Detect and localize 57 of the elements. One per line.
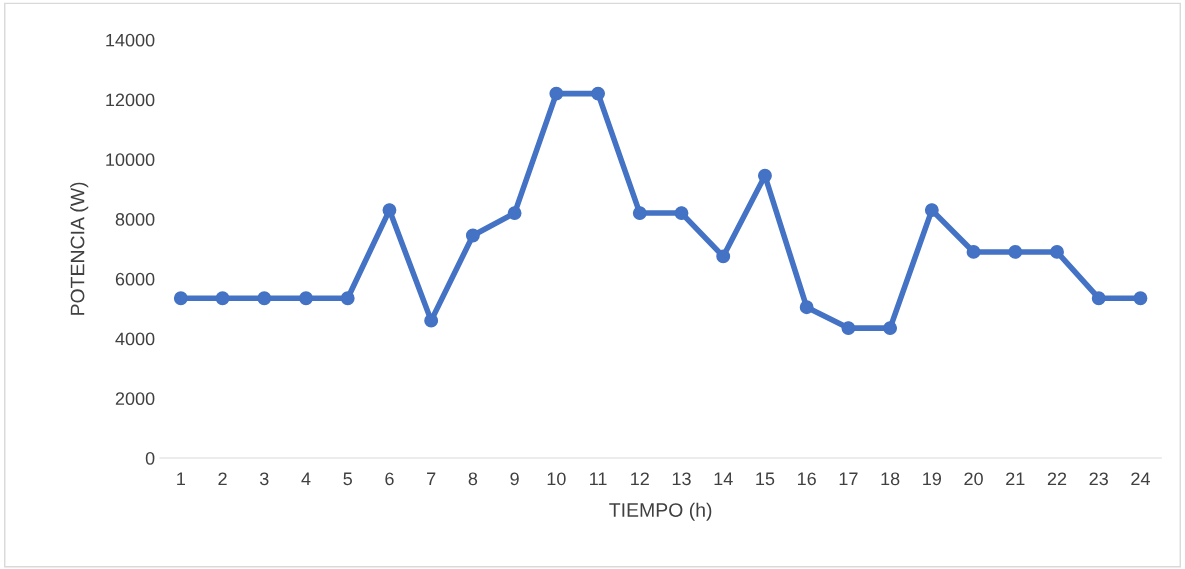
- x-tick-label: 11: [590, 472, 607, 486]
- point: [966, 244, 981, 259]
- x-tick-label: 20: [964, 472, 983, 486]
- x-tick-label: 6: [385, 472, 394, 486]
- point: [1050, 244, 1064, 259]
- point: [257, 291, 272, 306]
- x-tick-label: 19: [923, 472, 942, 486]
- point: [716, 249, 731, 264]
- x-tick-label: 3: [259, 472, 269, 486]
- x-tick-label: 4: [301, 472, 311, 486]
- x-tick-label: 21: [1006, 472, 1025, 486]
- x-tick-label: 15: [756, 472, 775, 486]
- x-tick-label: 2: [218, 472, 227, 486]
- point: [883, 321, 898, 336]
- y-tick-label: 10000: [106, 153, 155, 167]
- x-tick-label: 14: [714, 472, 733, 486]
- point: [299, 291, 313, 306]
- y-tick-label: 12000: [106, 93, 155, 107]
- x-tick-label: 12: [631, 472, 649, 486]
- point: [1133, 291, 1148, 306]
- point: [799, 300, 814, 315]
- point: [632, 206, 647, 221]
- point: [674, 206, 689, 221]
- point: [1091, 291, 1106, 306]
- y-tick-label: 4000: [115, 332, 155, 346]
- point: [1008, 244, 1023, 259]
- x-tick-label: 18: [881, 472, 900, 486]
- x-tick-label: 16: [798, 472, 816, 486]
- point: [215, 291, 230, 306]
- x-tick-label: 1: [177, 472, 185, 486]
- y-tick-label: 6000: [115, 272, 155, 286]
- x-tick-label: 23: [1089, 472, 1108, 486]
- point: [591, 86, 605, 101]
- x-tick-label: 17: [839, 472, 858, 486]
- y-tick-label: 8000: [115, 213, 155, 226]
- x-tick-label: 5: [343, 472, 352, 486]
- x-tick-label: 7: [427, 472, 436, 486]
- point: [340, 291, 355, 306]
- point: [465, 228, 480, 243]
- x-tick-label: 10: [547, 472, 566, 486]
- point: [173, 291, 188, 306]
- y-tick-label: 2000: [115, 392, 155, 406]
- y-axis-title: POTENCIA (W): [70, 182, 89, 315]
- point: [757, 168, 772, 183]
- x-tick-label: 9: [510, 472, 519, 486]
- x-tick-label: 24: [1131, 472, 1150, 486]
- x-tick-label: 13: [672, 472, 691, 486]
- y-tick-label: 14000: [106, 33, 155, 47]
- point: [841, 321, 856, 336]
- x-axis-title: TIEMPO (h): [609, 502, 712, 521]
- x-tick-label: 22: [1047, 472, 1067, 486]
- point: [924, 203, 939, 218]
- point: [424, 313, 439, 328]
- point: [549, 86, 564, 101]
- x-tick-label: 8: [468, 472, 478, 486]
- y-tick-label: 0: [145, 451, 155, 465]
- point: [507, 206, 522, 221]
